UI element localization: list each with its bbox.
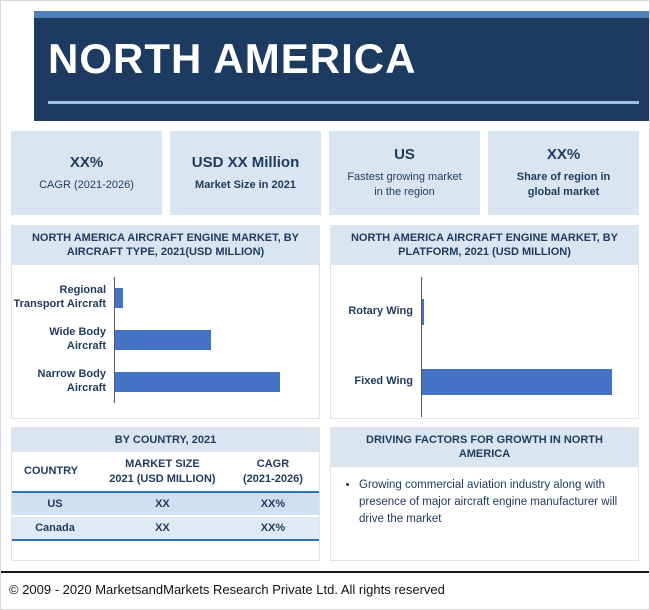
stat-value: XX%	[546, 146, 581, 164]
driving-factor-item: Growing commercial aviation industry alo…	[359, 477, 628, 529]
chart-row: Wide Body Aircraft	[12, 318, 307, 361]
stat-card-region-share: XX% Share of region in global market	[488, 131, 639, 215]
driving-factors-panel: DRIVING FACTORS FOR GROWTH IN NORTH AMER…	[330, 427, 639, 561]
cell-cagr: XX%	[226, 490, 319, 516]
table-header-row: COUNTRY MARKET SIZE 2021 (USD MILLION) C…	[12, 452, 319, 493]
plot-area	[114, 360, 307, 403]
chart-panel-by-aircraft-type: NORTH AMERICA AIRCRAFT ENGINE MARKET, BY…	[11, 225, 320, 419]
column-header-market-size: MARKET SIZE 2021 (USD MILLION)	[97, 452, 227, 493]
plot-area	[114, 276, 307, 319]
charts-row: NORTH AMERICA AIRCRAFT ENGINE MARKET, BY…	[11, 225, 639, 419]
column-header-cagr: CAGR (2021-2026)	[226, 452, 319, 493]
bar-regional-transport-aircraft	[115, 287, 123, 308]
bar-fixed-wing	[422, 368, 612, 395]
stat-card-cagr: XX% CAGR (2021-2026)	[11, 131, 162, 215]
stat-label: Market Size in 2021	[195, 178, 296, 191]
plot-area	[421, 346, 626, 417]
bar-narrow-body-aircraft	[115, 371, 281, 392]
chart-title-by-platform: NORTH AMERICA AIRCRAFT ENGINE MARKET, BY…	[331, 226, 638, 265]
bar-rotary-wing	[422, 298, 425, 325]
stat-card-market-size: USD XX Million Market Size in 2021	[170, 131, 321, 215]
bar-chart-by-platform: Rotary Wing Fixed Wing	[331, 265, 638, 425]
chart-row: Fixed Wing	[331, 346, 626, 417]
bar-wide-body-aircraft	[115, 329, 211, 350]
chart-title-by-aircraft-type: NORTH AMERICA AIRCRAFT ENGINE MARKET, BY…	[12, 226, 319, 265]
chart-row: Rotary Wing	[331, 276, 626, 347]
stat-label: Share of region in global market	[516, 171, 611, 198]
chart-row: Regional Transport Aircraft	[12, 276, 307, 319]
chart-row: Narrow Body Aircraft	[12, 360, 307, 403]
table-row-us: US XX XX%	[12, 490, 319, 516]
country-table-panel: BY COUNTRY, 2021 COUNTRY MARKET SIZE 202…	[11, 427, 320, 561]
banner-underline	[48, 101, 639, 104]
stats-row: XX% CAGR (2021-2026) USD XX Million Mark…	[11, 131, 639, 215]
bottom-row: BY COUNTRY, 2021 COUNTRY MARKET SIZE 202…	[11, 427, 639, 561]
banner-accent-strip	[34, 11, 649, 18]
page-title: NORTH AMERICA	[48, 35, 417, 82]
table-row-canada: Canada XX XX%	[12, 514, 319, 541]
category-label-narrow-body-aircraft: Narrow Body Aircraft	[37, 367, 106, 394]
stat-value: USD XX Million	[191, 153, 300, 171]
category-label-rotary-wing: Rotary Wing	[348, 304, 413, 317]
country-table-title: BY COUNTRY, 2021	[12, 428, 319, 453]
stat-value: US	[394, 146, 415, 164]
column-header-country: COUNTRY	[12, 452, 98, 493]
chart-panel-by-platform: NORTH AMERICA AIRCRAFT ENGINE MARKET, BY…	[330, 225, 639, 419]
category-label-wide-body-aircraft: Wide Body Aircraft	[49, 325, 106, 352]
driving-factors-title: DRIVING FACTORS FOR GROWTH IN NORTH AMER…	[331, 428, 638, 467]
bar-chart-by-aircraft-type: Regional Transport Aircraft Wide Body Ai…	[12, 265, 319, 411]
plot-area	[421, 276, 626, 347]
cell-market-size: XX	[97, 514, 227, 541]
stat-value: XX%	[69, 153, 104, 171]
cell-country: Canada	[12, 514, 98, 541]
driving-factors-list: Growing commercial aviation industry alo…	[359, 477, 628, 529]
region-banner: NORTH AMERICA	[34, 11, 649, 121]
cell-country: US	[12, 490, 98, 516]
stat-card-fastest-market: US Fastest growing market in the region	[329, 131, 480, 215]
stat-label: CAGR (2021-2026)	[39, 178, 134, 191]
plot-area	[114, 318, 307, 361]
copyright-text: © 2009 - 2020 MarketsandMarkets Research…	[9, 582, 445, 597]
country-table: COUNTRY MARKET SIZE 2021 (USD MILLION) C…	[12, 452, 319, 541]
cell-market-size: XX	[97, 490, 227, 516]
category-label-regional-transport-aircraft: Regional Transport Aircraft	[13, 283, 106, 310]
cell-cagr: XX%	[226, 514, 319, 541]
footer: © 2009 - 2020 MarketsandMarkets Research…	[1, 571, 649, 609]
stat-label: Fastest growing market in the region	[347, 171, 462, 198]
category-label-fixed-wing: Fixed Wing	[354, 374, 413, 387]
